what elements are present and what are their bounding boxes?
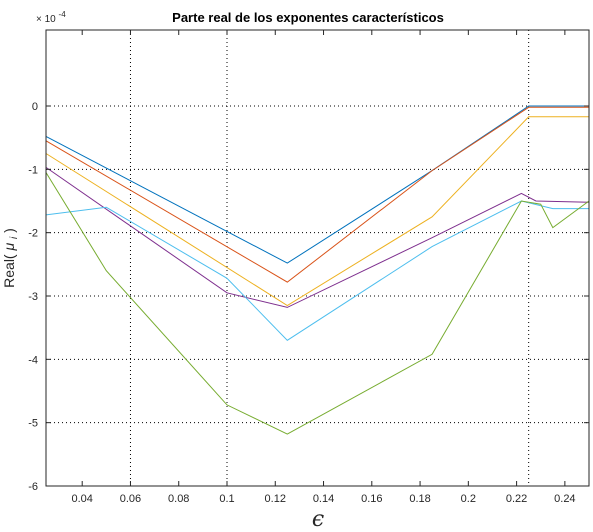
y-tick-label-5: -5 [28,418,38,430]
axis-ticks: 0.04 0.06 0.08 0.1 0.12 0.14 0.16 0.18 0.2 0.22 0.… [28,30,589,505]
x-tick-label-1: 0.06 [120,493,141,505]
y-axis-exponent-power: -4 [59,10,67,19]
y-axis-label-mu: μ [1,243,17,252]
chart-title: Parte real de los exponentes característ… [172,10,444,25]
y-tick-label-4: -4 [28,354,38,366]
x-tick-label-5: 0.14 [313,493,334,505]
series-line-5 [45,200,589,341]
y-axis-label-prefix: Real( [1,254,17,288]
series-layer [45,105,590,435]
x-tick-label-10: 0.24 [554,493,575,505]
y-tick-label-6: -6 [28,481,38,493]
series-line-2 [45,106,589,283]
x-tick-label-3: 0.1 [219,493,234,505]
y-tick-label-3: -3 [28,291,38,303]
y-axis-label: Real( μ i ) [1,228,20,288]
y-axis-label-sub: i [9,236,20,239]
y-axis-exponent: × 10 -4 [36,10,66,25]
x-tick-label-4: 0.12 [265,493,286,505]
x-tick-label-2: 0.08 [168,493,189,505]
axes-box [45,29,590,487]
y-axis-exponent-base: × 10 [36,14,56,25]
series-line-4 [45,166,590,308]
y-tick-label-2: -2 [28,228,38,240]
x-tick-label-9: 0.22 [506,493,527,505]
y-axis-label-suffix: ) [1,228,17,233]
series-line-3 [45,116,589,307]
x-axis-label: ϵ [312,507,324,532]
x-tick-label-6: 0.16 [361,493,382,505]
series-line-6 [45,172,590,435]
y-tick-label-0: 0 [32,101,38,113]
x-tick-label-8: 0.2 [461,493,476,505]
x-tick-label-7: 0.18 [409,493,430,505]
x-tick-label-0: 0.04 [71,493,92,505]
y-tick-label-1: -1 [28,164,38,176]
